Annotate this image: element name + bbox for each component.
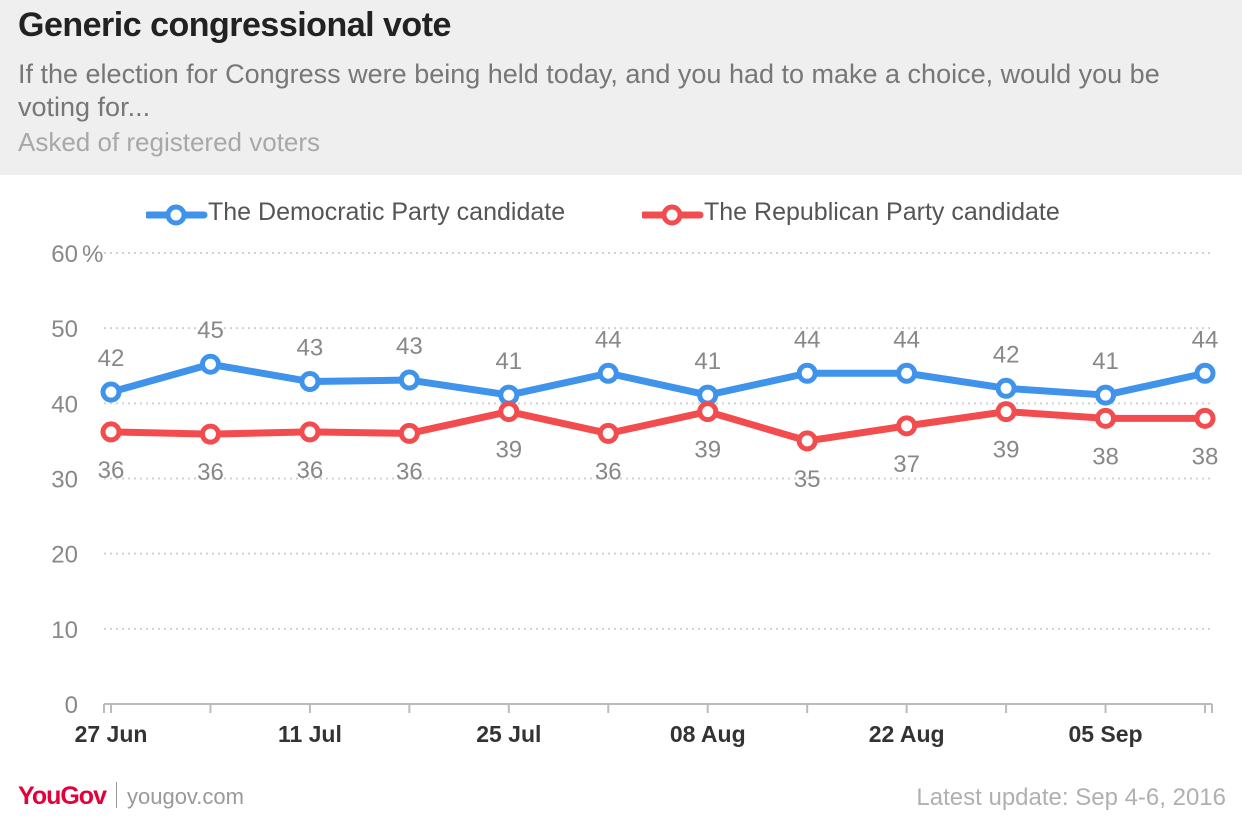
x-tick-label: 08 Aug [670, 721, 746, 747]
data-point-republican [896, 415, 918, 437]
data-point-democratic [1095, 384, 1117, 406]
data-label-republican: 37 [893, 451, 920, 478]
data-point-republican [498, 401, 520, 423]
data-label-republican: 36 [98, 457, 125, 484]
data-label-democratic: 41 [495, 348, 522, 375]
data-point-republican [995, 401, 1017, 423]
data-label-republican: 35 [794, 466, 821, 493]
data-label-republican: 36 [396, 458, 423, 485]
data-label-democratic: 41 [694, 348, 721, 375]
data-point-republican [597, 422, 619, 444]
x-tick-label: 25 Jul [476, 721, 541, 747]
data-label-democratic: 44 [595, 326, 622, 353]
data-label-democratic: 45 [197, 317, 224, 344]
x-tick-label: 05 Sep [1068, 721, 1142, 747]
line-chart: 0 10 20 30 40 50 60 % 27 Jun 11 Jul 25 Jul 08 Aug 22… [51, 241, 1219, 747]
data-point-democratic [199, 353, 221, 375]
y-tick-label: 40 [51, 391, 78, 418]
y-tick-label: 10 [51, 617, 78, 644]
y-tick-label: 60 [51, 241, 78, 268]
legend-swatch-republican [642, 204, 704, 226]
yougov-logo: YouGov [18, 782, 107, 810]
legend: The Democratic Party candidate The Repub… [0, 198, 1242, 232]
data-point-democratic [597, 362, 619, 384]
data-label-democratic: 43 [396, 333, 423, 360]
data-label-republican: 39 [694, 437, 721, 464]
data-point-democratic [896, 362, 918, 384]
data-point-democratic [398, 369, 420, 391]
y-unit-label: % [82, 241, 103, 268]
data-label-democratic: 44 [1192, 326, 1219, 353]
data-point-republican [199, 423, 221, 445]
y-tick-label: 0 [65, 692, 78, 719]
data-label-republican: 38 [1192, 443, 1219, 470]
y-tick-label: 20 [51, 542, 78, 569]
data-label-republican: 36 [197, 459, 224, 486]
data-label-democratic: 41 [1092, 348, 1119, 375]
data-label-republican: 39 [993, 437, 1020, 464]
legend-swatch-democratic [146, 204, 208, 226]
data-point-democratic [299, 371, 321, 393]
data-point-democratic [995, 377, 1017, 399]
data-point-republican [796, 430, 818, 452]
last-update: Latest update: Sep 4-6, 2016 [916, 784, 1226, 811]
data-point-democratic [100, 381, 122, 403]
y-tick-label: 50 [51, 316, 78, 343]
x-tick-label: 27 Jun [75, 721, 148, 747]
data-point-democratic [498, 384, 520, 406]
data-label-democratic: 44 [794, 326, 821, 353]
data-point-republican [299, 421, 321, 443]
legend-label-republican: The Republican Party candidate [704, 198, 1060, 226]
data-label-republican: 36 [297, 457, 324, 484]
legend-label-democratic: The Democratic Party candidate [208, 198, 566, 226]
data-label-democratic: 44 [893, 326, 920, 353]
chart-subtitle: If the election for Congress were being … [18, 59, 1160, 122]
data-label-democratic: 42 [993, 341, 1020, 368]
data-point-republican [1194, 407, 1216, 429]
header-panel: Generic congressional vote If the electi… [0, 0, 1242, 175]
brand-divider [115, 782, 117, 808]
data-point-democratic [796, 362, 818, 384]
data-point-republican [100, 421, 122, 443]
y-tick-label: 30 [51, 467, 78, 494]
data-label-republican: 36 [595, 458, 622, 485]
x-tick-label: 11 Jul [278, 721, 342, 747]
data-label-republican: 39 [495, 437, 522, 464]
data-label-democratic: 43 [297, 335, 324, 362]
footer-url[interactable]: yougov.com [126, 784, 244, 809]
data-point-democratic [697, 384, 719, 406]
data-point-democratic [1194, 362, 1216, 384]
data-point-republican [398, 422, 420, 444]
chart-note: Asked of registered voters [18, 127, 321, 157]
data-point-republican [1095, 407, 1117, 429]
series-line-republican [107, 408, 1209, 445]
x-tick-label: 22 Aug [869, 721, 945, 747]
data-label-republican: 38 [1092, 443, 1119, 470]
series-line-democratic [107, 360, 1209, 399]
data-label-democratic: 42 [98, 345, 125, 372]
data-point-republican [697, 401, 719, 423]
footer-brand: YouGov yougov.com [18, 782, 244, 816]
chart-title: Generic congressional vote [18, 6, 451, 44]
